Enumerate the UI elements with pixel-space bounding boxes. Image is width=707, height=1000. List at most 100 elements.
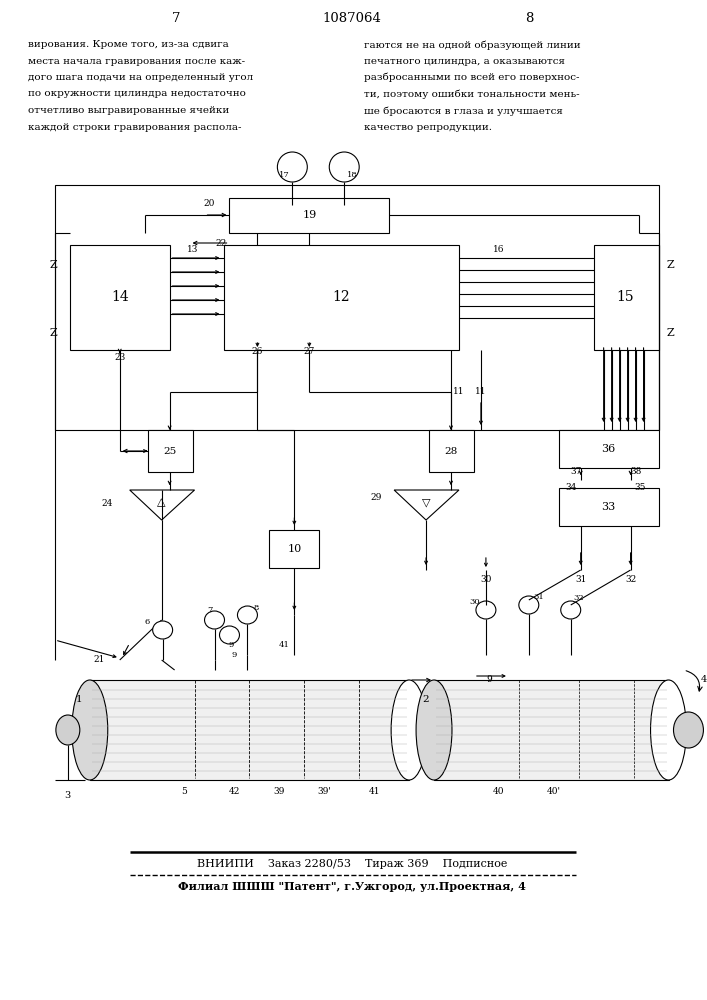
Bar <box>594 245 658 350</box>
Text: 7: 7 <box>173 11 181 24</box>
Text: по окружности цилиндра недостаточно: по окружности цилиндра недостаточно <box>28 90 246 99</box>
Ellipse shape <box>204 611 225 629</box>
Text: 31: 31 <box>575 576 586 584</box>
Text: 40': 40' <box>547 788 561 796</box>
Text: 41: 41 <box>368 788 380 796</box>
Text: 14: 14 <box>111 290 129 304</box>
Text: 25: 25 <box>163 446 176 456</box>
Text: Филиал ШШШ "Патент", г.Ужгород, ул.Проектная, 4: Филиал ШШШ "Патент", г.Ужгород, ул.Проек… <box>178 882 526 892</box>
Text: 23: 23 <box>114 353 125 361</box>
Ellipse shape <box>238 606 257 624</box>
Text: разбросанными по всей его поверхнос-: разбросанными по всей его поверхнос- <box>364 73 580 83</box>
Text: 18: 18 <box>347 171 358 179</box>
Text: 9: 9 <box>486 676 492 684</box>
Bar <box>434 680 669 780</box>
Text: 26: 26 <box>252 348 263 357</box>
Ellipse shape <box>476 601 496 619</box>
Text: 9: 9 <box>232 651 237 659</box>
Ellipse shape <box>219 626 240 644</box>
Text: ВНИИПИ    Заказ 2280/53    Тираж 369    Подписное: ВНИИПИ Заказ 2280/53 Тираж 369 Подписное <box>197 859 508 869</box>
Text: 33: 33 <box>602 502 616 512</box>
Text: отчетливо выгравированные ячейки: отчетливо выгравированные ячейки <box>28 106 229 115</box>
Bar <box>55 185 658 430</box>
Text: 11: 11 <box>453 387 464 396</box>
Text: 4: 4 <box>701 676 706 684</box>
Text: 17: 17 <box>279 171 290 179</box>
Text: 32: 32 <box>573 594 584 602</box>
Ellipse shape <box>650 680 686 780</box>
Text: 22: 22 <box>216 238 227 247</box>
Text: места начала гравирования после каж-: места начала гравирования после каж- <box>28 56 245 66</box>
Ellipse shape <box>56 715 80 745</box>
Text: 32: 32 <box>625 576 636 584</box>
Text: 41: 41 <box>279 641 290 649</box>
Text: 27: 27 <box>303 348 315 357</box>
Text: 29: 29 <box>370 492 382 502</box>
Text: дого шага подачи на определенный угол: дого шага подачи на определенный угол <box>28 73 253 82</box>
Text: 42: 42 <box>229 788 240 796</box>
Ellipse shape <box>519 596 539 614</box>
Text: 13: 13 <box>187 245 198 254</box>
Text: 36: 36 <box>602 444 616 454</box>
Text: 6: 6 <box>144 618 150 626</box>
Text: 30: 30 <box>480 576 491 584</box>
Text: 37: 37 <box>570 468 581 477</box>
Bar <box>225 245 459 350</box>
Text: 38: 38 <box>630 468 641 477</box>
Bar <box>559 488 658 526</box>
Ellipse shape <box>277 152 308 182</box>
Text: 39': 39' <box>317 788 331 796</box>
Text: вирования. Кроме того, из-за сдвига: вирования. Кроме того, из-за сдвига <box>28 40 228 49</box>
Text: ▽: ▽ <box>422 497 431 507</box>
Bar <box>70 245 170 350</box>
Bar <box>230 198 389 233</box>
Ellipse shape <box>391 680 427 780</box>
Ellipse shape <box>153 621 173 639</box>
Text: 39: 39 <box>274 788 285 796</box>
Text: 31: 31 <box>533 593 544 601</box>
Text: Z: Z <box>49 260 57 270</box>
Text: каждой строки гравирования распола-: каждой строки гравирования распола- <box>28 122 241 131</box>
Text: 5: 5 <box>182 788 187 796</box>
Text: гаются не на одной образующей линии: гаются не на одной образующей линии <box>364 40 581 49</box>
Text: 19: 19 <box>302 210 317 220</box>
Bar <box>269 530 320 568</box>
Text: 30: 30 <box>469 598 480 606</box>
Text: ше бросаются в глаза и улучшается: ше бросаются в глаза и улучшается <box>364 106 563 115</box>
Text: 21: 21 <box>93 656 105 664</box>
Text: 8: 8 <box>254 604 259 612</box>
Text: 1: 1 <box>76 696 83 704</box>
Text: 11: 11 <box>475 387 486 396</box>
Text: Z: Z <box>667 328 674 338</box>
Text: 10: 10 <box>287 544 301 554</box>
Ellipse shape <box>329 152 359 182</box>
Bar <box>559 430 658 468</box>
Text: 12: 12 <box>332 290 350 304</box>
Bar <box>429 430 474 472</box>
Text: 3: 3 <box>65 790 71 800</box>
Text: 40: 40 <box>493 788 505 796</box>
Text: 35: 35 <box>635 484 646 492</box>
Text: 8: 8 <box>525 11 533 24</box>
Ellipse shape <box>416 680 452 780</box>
Text: качество репродукции.: качество репродукции. <box>364 122 492 131</box>
Text: 24: 24 <box>101 498 112 508</box>
Ellipse shape <box>72 680 107 780</box>
Bar <box>90 680 409 780</box>
Text: 7: 7 <box>207 606 212 614</box>
Ellipse shape <box>674 712 703 748</box>
Bar <box>148 430 192 472</box>
Text: 9: 9 <box>229 641 234 649</box>
Text: 34: 34 <box>565 484 576 492</box>
Polygon shape <box>394 490 459 520</box>
Text: 1087064: 1087064 <box>323 11 382 24</box>
Text: Z: Z <box>49 328 57 338</box>
Ellipse shape <box>561 601 580 619</box>
Text: 2: 2 <box>422 696 429 704</box>
Text: Z: Z <box>667 260 674 270</box>
Text: ти, поэтому ошибки тональности мень-: ти, поэтому ошибки тональности мень- <box>364 90 580 99</box>
Text: 15: 15 <box>617 290 634 304</box>
Text: 20: 20 <box>203 198 214 208</box>
Text: печатного цилиндра, а оказываются: печатного цилиндра, а оказываются <box>364 56 565 66</box>
Polygon shape <box>129 490 194 520</box>
